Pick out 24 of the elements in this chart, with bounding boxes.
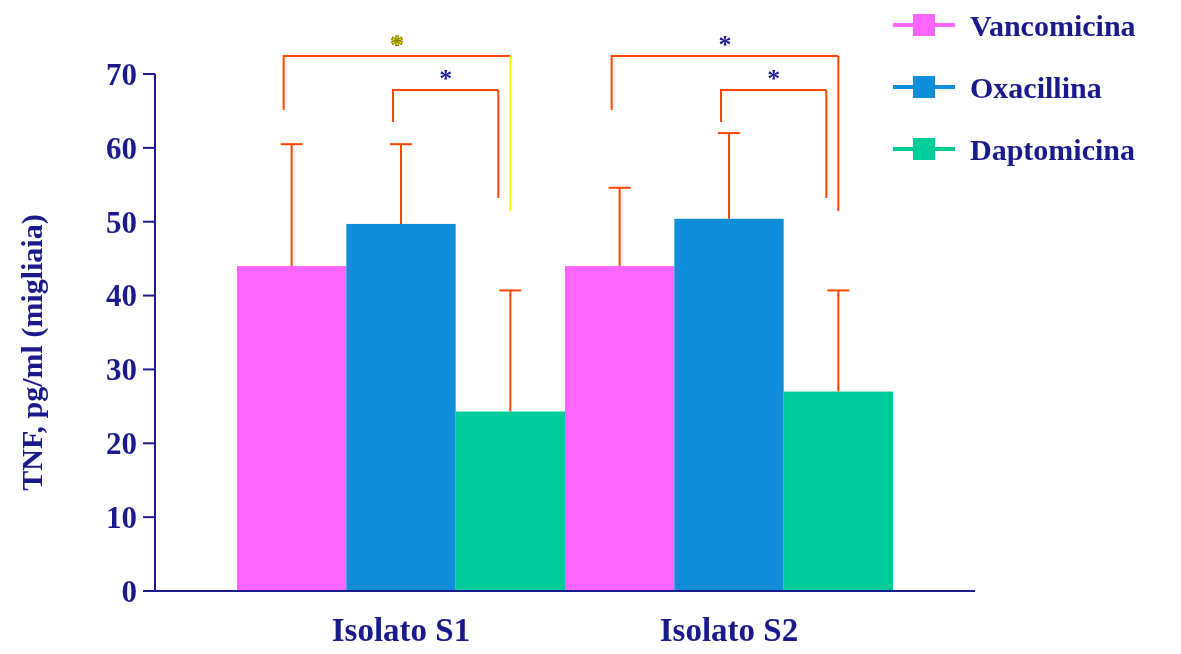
legend-label: Oxacillina xyxy=(970,70,1102,104)
y-tick-label: 30 xyxy=(106,352,137,388)
bar xyxy=(565,266,675,591)
y-tick-label: 10 xyxy=(106,499,137,535)
text: * xyxy=(718,30,732,59)
bar xyxy=(346,223,456,591)
y-tick-label: 50 xyxy=(106,204,137,240)
text: * xyxy=(390,30,404,59)
y-tick-label: 0 xyxy=(121,573,137,609)
y-tick-label: 70 xyxy=(106,56,137,92)
legend-label: Daptomicina xyxy=(970,132,1135,166)
x-tick-label: Isolato S2 xyxy=(659,612,799,648)
bar xyxy=(455,411,565,591)
x-tick-label: Isolato S1 xyxy=(331,612,471,648)
bar xyxy=(783,391,893,591)
y-axis-title: TNF, pg/ml (migliaia) xyxy=(15,214,49,491)
y-tick-label: 20 xyxy=(106,426,137,462)
bar xyxy=(674,218,784,591)
legend-label: Vancomicina xyxy=(970,8,1136,42)
annotation: * xyxy=(767,64,781,93)
y-tick-label: 60 xyxy=(106,130,137,166)
y-tick-label: 40 xyxy=(106,278,137,314)
annotation: * xyxy=(439,64,453,93)
bar xyxy=(237,266,347,591)
